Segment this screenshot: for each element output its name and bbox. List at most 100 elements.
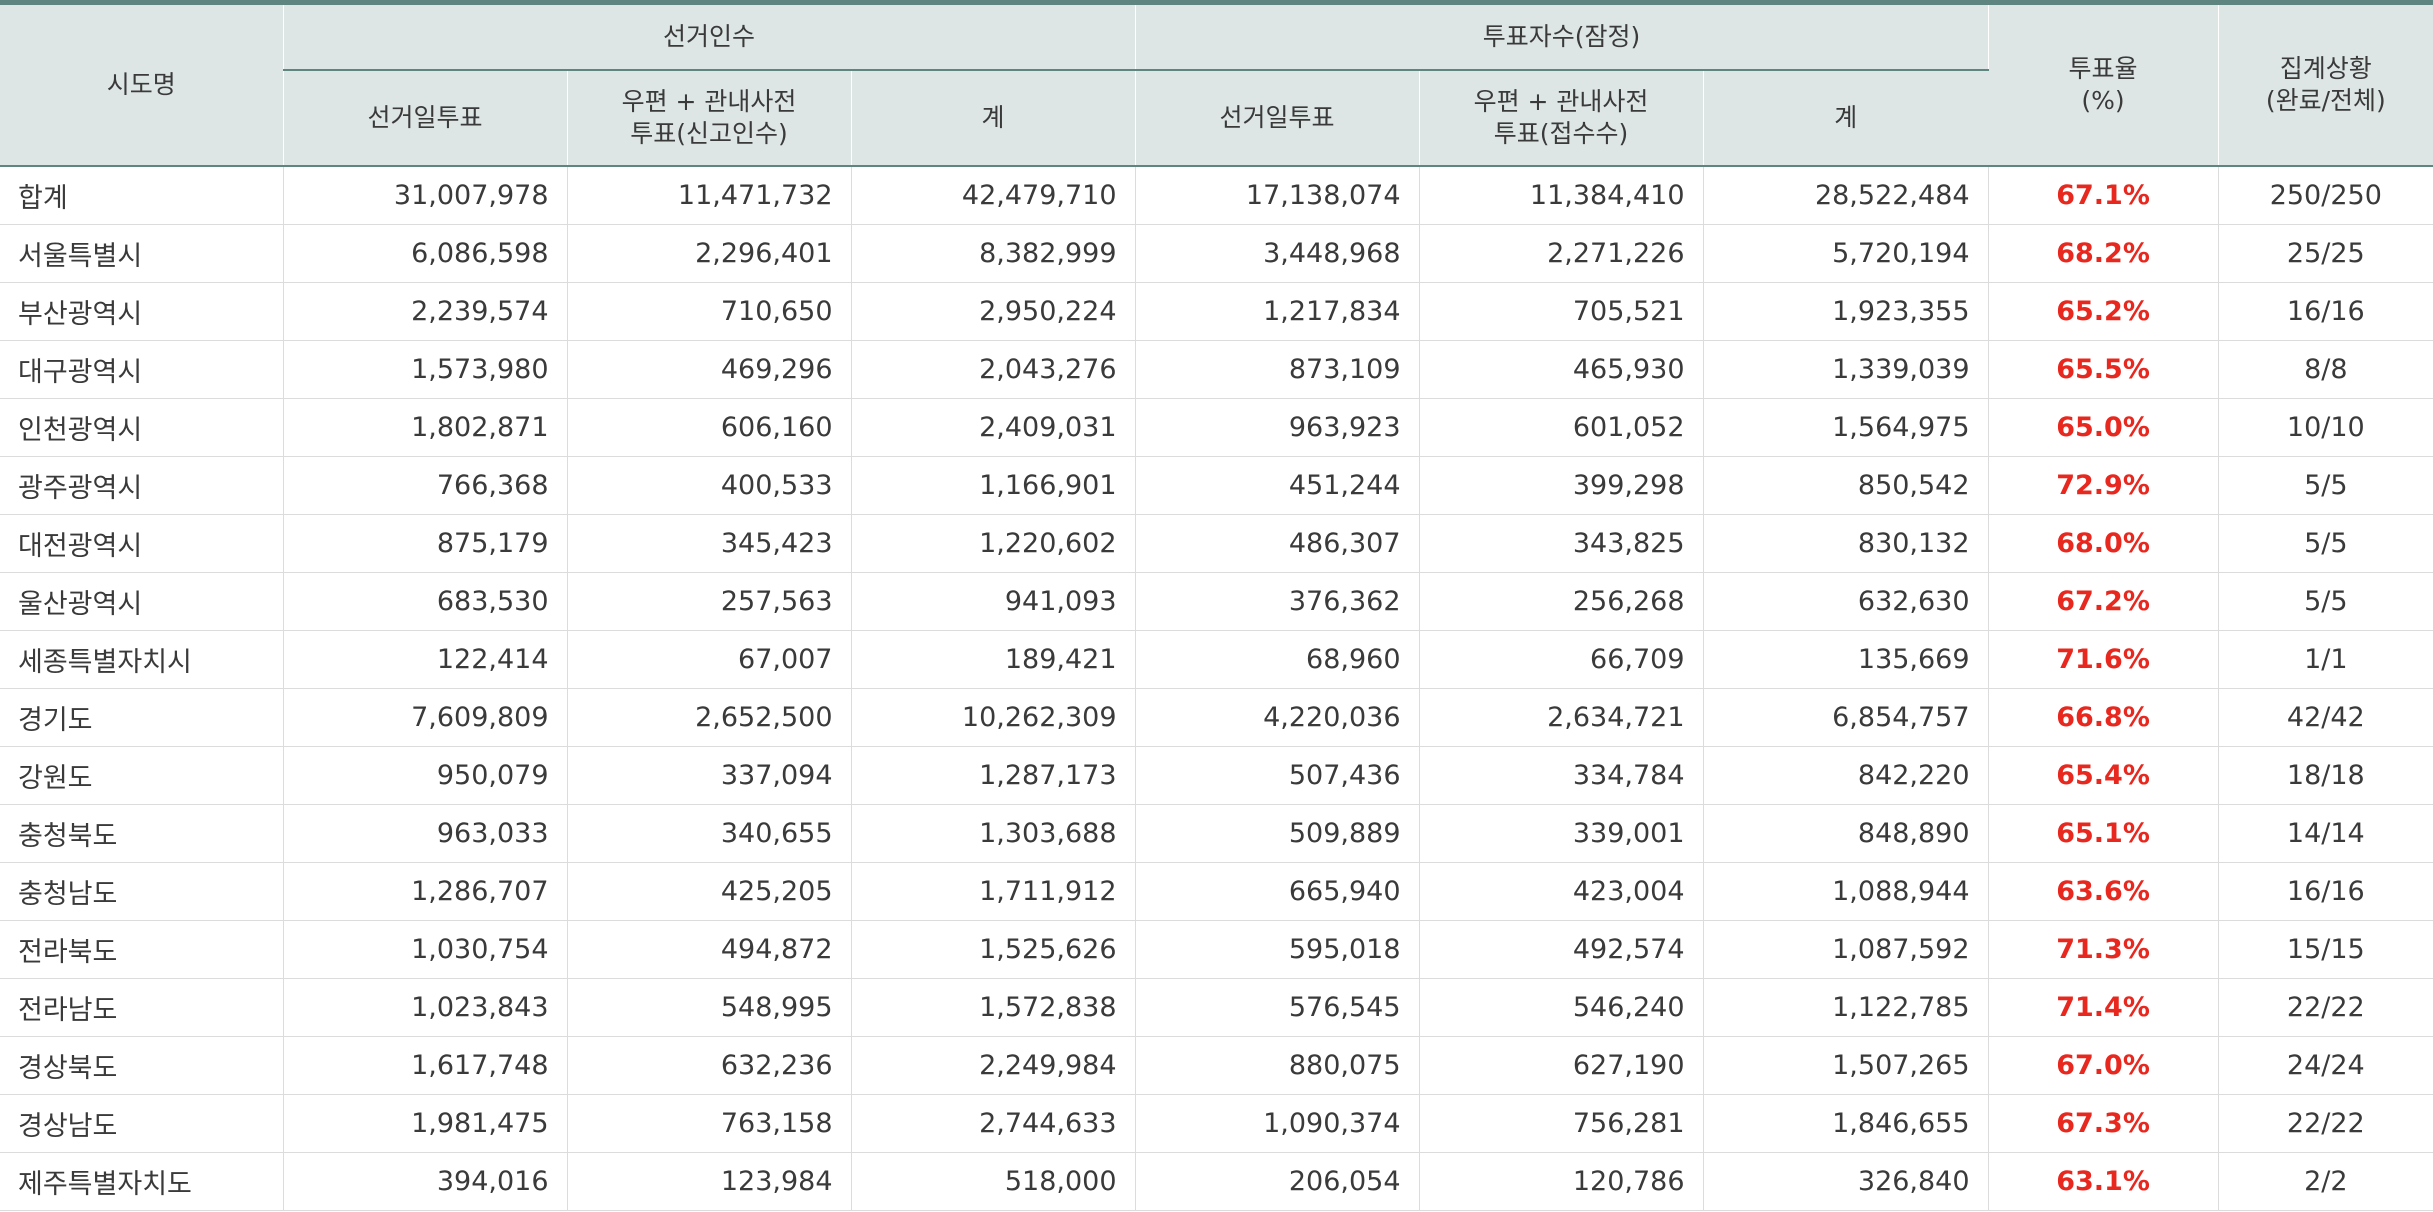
header-voters-total: 계	[1703, 70, 1989, 167]
voters-election-day-cell: 509,889	[1135, 804, 1420, 863]
count-status-cell: 42/42	[2218, 688, 2433, 747]
table-row: 충청북도 963,033 340,655 1,303,688 509,889 339,00…	[0, 804, 2433, 863]
voters-election-day-cell: 17,138,074	[1135, 166, 1420, 225]
region-name-cell: 경기도	[0, 688, 284, 747]
electors-total-cell: 1,572,838	[851, 978, 1136, 1037]
table-row: 인천광역시 1,802,871 606,160 2,409,031 963,923 601…	[0, 398, 2433, 457]
table-row: 세종특별자치시 122,414 67,007 189,421 68,960 66,709 1…	[0, 630, 2433, 689]
electors-total-cell: 1,287,173	[851, 746, 1136, 805]
voters-postal-early-cell: 343,825	[1419, 514, 1704, 573]
turnout-rate-cell: 71.4%	[1988, 978, 2219, 1037]
voters-postal-early-cell: 705,521	[1419, 282, 1704, 341]
voters-election-day-cell: 486,307	[1135, 514, 1420, 573]
voters-total-cell: 1,507,265	[1703, 1036, 1989, 1095]
table-row: 대전광역시 875,179 345,423 1,220,602 486,307 343,8…	[0, 514, 2433, 573]
voters-postal-early-cell: 2,271,226	[1419, 224, 1704, 283]
electors-total-cell: 42,479,710	[851, 166, 1136, 225]
region-name-cell: 합계	[0, 166, 284, 225]
electors-election-day-cell: 683,530	[283, 572, 568, 631]
voters-total-cell: 842,220	[1703, 746, 1989, 805]
header-voters-postal-early: 우편 + 관내사전 투표(접수수)	[1419, 70, 1704, 167]
turnout-rate-cell: 68.2%	[1988, 224, 2219, 283]
header-electors-election-day: 선거일투표	[283, 70, 568, 167]
count-status-cell: 22/22	[2218, 978, 2433, 1037]
region-name-cell: 울산광역시	[0, 572, 284, 631]
voters-election-day-cell: 880,075	[1135, 1036, 1420, 1095]
region-name-cell: 부산광역시	[0, 282, 284, 341]
voters-election-day-cell: 1,217,834	[1135, 282, 1420, 341]
voters-total-cell: 5,720,194	[1703, 224, 1989, 283]
table-row: 강원도 950,079 337,094 1,287,173 507,436 334,784…	[0, 746, 2433, 805]
table-row: 경기도 7,609,809 2,652,500 10,262,309 4,220,036…	[0, 688, 2433, 747]
voters-total-cell: 28,522,484	[1703, 166, 1989, 225]
voters-election-day-cell: 4,220,036	[1135, 688, 1420, 747]
region-name-cell: 대전광역시	[0, 514, 284, 573]
voters-election-day-cell: 665,940	[1135, 862, 1420, 921]
region-name-cell: 경상남도	[0, 1094, 284, 1153]
header-group-electors: 선거인수	[283, 5, 1136, 71]
count-status-cell: 8/8	[2218, 340, 2433, 399]
region-name-cell: 강원도	[0, 746, 284, 805]
electors-postal-early-cell: 469,296	[567, 340, 852, 399]
electors-postal-early-cell: 11,471,732	[567, 166, 852, 225]
header-turnout-rate: 투표율 (%)	[1988, 5, 2219, 167]
voters-postal-early-cell: 256,268	[1419, 572, 1704, 631]
electors-total-cell: 8,382,999	[851, 224, 1136, 283]
voters-total-cell: 850,542	[1703, 456, 1989, 515]
voters-total-cell: 135,669	[1703, 630, 1989, 689]
electors-election-day-cell: 1,573,980	[283, 340, 568, 399]
voters-postal-early-cell: 399,298	[1419, 456, 1704, 515]
voters-election-day-cell: 576,545	[1135, 978, 1420, 1037]
turnout-table: 시도명 선거인수 투표자수(잠정) 투표율 (%) 집계상황 (완료/전체) 선거일…	[0, 5, 2433, 1211]
region-name-cell: 서울특별시	[0, 224, 284, 283]
electors-election-day-cell: 1,023,843	[283, 978, 568, 1037]
electors-election-day-cell: 394,016	[283, 1152, 568, 1211]
region-name-cell: 인천광역시	[0, 398, 284, 457]
voters-election-day-cell: 3,448,968	[1135, 224, 1420, 283]
region-name-cell: 광주광역시	[0, 456, 284, 515]
header-electors-total: 계	[851, 70, 1136, 167]
turnout-rate-cell: 65.4%	[1988, 746, 2219, 805]
electors-election-day-cell: 122,414	[283, 630, 568, 689]
voters-total-cell: 1,923,355	[1703, 282, 1989, 341]
voters-total-cell: 830,132	[1703, 514, 1989, 573]
table-header: 시도명 선거인수 투표자수(잠정) 투표율 (%) 집계상황 (완료/전체) 선거일…	[0, 5, 2433, 167]
electors-postal-early-cell: 2,652,500	[567, 688, 852, 747]
region-name-cell: 대구광역시	[0, 340, 284, 399]
count-status-cell: 16/16	[2218, 862, 2433, 921]
voters-election-day-cell: 451,244	[1135, 456, 1420, 515]
header-region: 시도명	[0, 5, 284, 167]
voters-election-day-cell: 963,923	[1135, 398, 1420, 457]
electors-total-cell: 2,249,984	[851, 1036, 1136, 1095]
turnout-rate-cell: 65.2%	[1988, 282, 2219, 341]
voters-postal-early-cell: 66,709	[1419, 630, 1704, 689]
count-status-cell: 25/25	[2218, 224, 2433, 283]
electors-total-cell: 189,421	[851, 630, 1136, 689]
electors-election-day-cell: 875,179	[283, 514, 568, 573]
voters-postal-early-cell: 11,384,410	[1419, 166, 1704, 225]
electors-total-cell: 1,166,901	[851, 456, 1136, 515]
voters-total-cell: 1,122,785	[1703, 978, 1989, 1037]
table-row: 전라북도 1,030,754 494,872 1,525,626 595,018 492,…	[0, 920, 2433, 979]
turnout-rate-cell: 71.3%	[1988, 920, 2219, 979]
voters-election-day-cell: 595,018	[1135, 920, 1420, 979]
table-row: 전라남도 1,023,843 548,995 1,572,838 576,545 546,…	[0, 978, 2433, 1037]
electors-election-day-cell: 963,033	[283, 804, 568, 863]
electors-postal-early-cell: 340,655	[567, 804, 852, 863]
electors-postal-early-cell: 67,007	[567, 630, 852, 689]
voters-election-day-cell: 873,109	[1135, 340, 1420, 399]
region-name-cell: 세종특별자치시	[0, 630, 284, 689]
region-name-cell: 전라북도	[0, 920, 284, 979]
electors-election-day-cell: 1,981,475	[283, 1094, 568, 1153]
turnout-rate-cell: 65.0%	[1988, 398, 2219, 457]
region-name-cell: 전라남도	[0, 978, 284, 1037]
turnout-rate-cell: 67.0%	[1988, 1036, 2219, 1095]
turnout-rate-cell: 63.1%	[1988, 1152, 2219, 1211]
electors-election-day-cell: 1,030,754	[283, 920, 568, 979]
count-status-cell: 5/5	[2218, 514, 2433, 573]
turnout-rate-cell: 72.9%	[1988, 456, 2219, 515]
electors-election-day-cell: 1,286,707	[283, 862, 568, 921]
voters-postal-early-cell: 465,930	[1419, 340, 1704, 399]
count-status-cell: 18/18	[2218, 746, 2433, 805]
electors-election-day-cell: 1,802,871	[283, 398, 568, 457]
